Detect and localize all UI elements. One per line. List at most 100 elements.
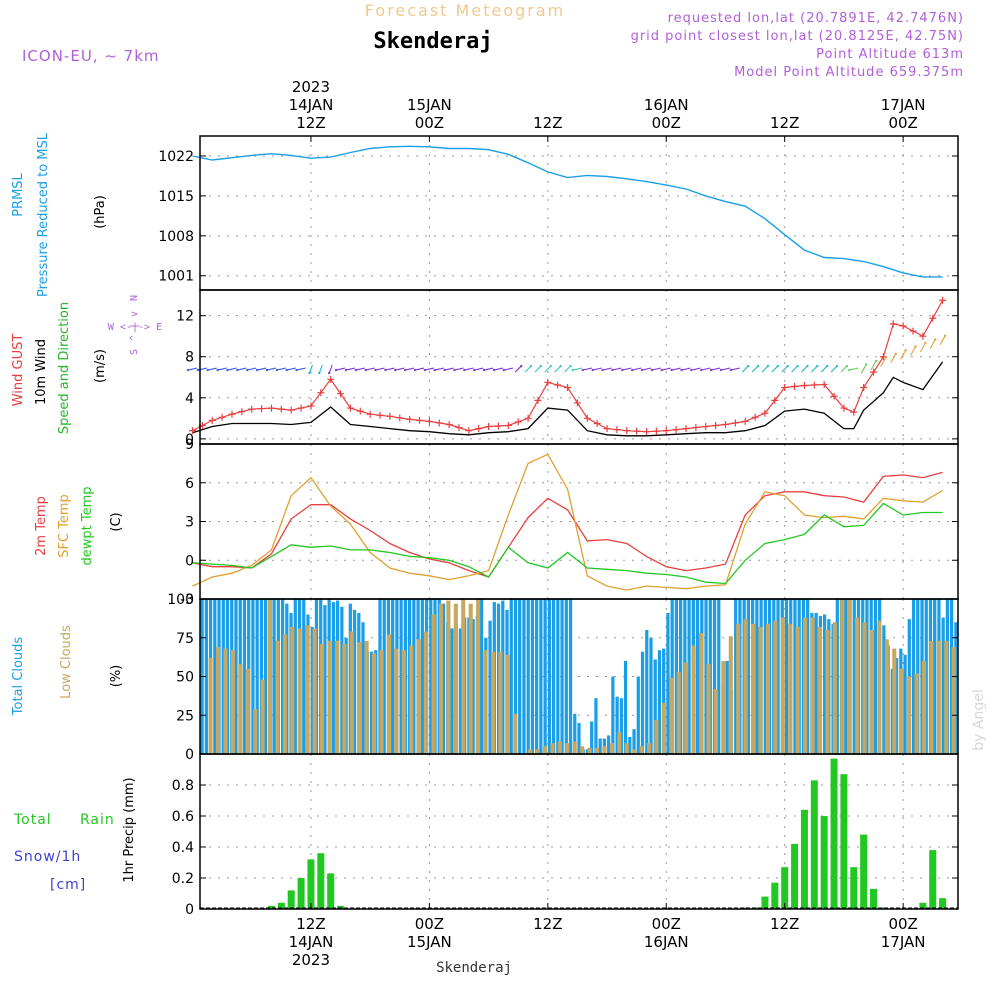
total-cloud-bar [784, 599, 789, 754]
grid-point-coords: grid point closest lon,lat (20.8125E, 42… [631, 29, 964, 44]
total-cloud-bar [302, 599, 306, 754]
low-cloud-bar [424, 631, 429, 754]
gust-marker [889, 320, 897, 328]
total-cloud-bar [933, 599, 937, 754]
frame-layer: 100110081015102204812-30369025507510000.… [158, 78, 959, 969]
wind-10m-line [192, 361, 944, 437]
wind-direction-arrow [355, 367, 365, 371]
wind-direction-arrow [266, 367, 277, 371]
total-cloud-bar [547, 599, 551, 754]
low-cloud-bar [832, 622, 837, 754]
low-cloud-bar [869, 630, 875, 754]
total-cloud-bar [628, 736, 632, 754]
y-tick-label: 1008 [158, 229, 194, 245]
total-cloud-bar [420, 599, 424, 754]
gust-marker [327, 375, 335, 383]
wind-direction-arrow [276, 367, 286, 371]
low-cloud-bar [654, 719, 659, 754]
total-cloud-bar [704, 599, 708, 754]
wind-direction-arrowhead [776, 364, 780, 368]
wind-direction-arrowhead [621, 368, 624, 372]
total-cloud-bar [501, 600, 505, 754]
gust-marker [850, 408, 858, 416]
rain-bar [840, 774, 848, 909]
sfc-label: SFC Temp [57, 494, 72, 558]
total-cloud-bar [746, 599, 751, 754]
wind-direction-arrowhead [591, 368, 594, 372]
total-cloud-bar [526, 599, 530, 754]
wind-direction-arrow [751, 365, 759, 373]
low-cloud-bar [699, 633, 704, 754]
total-cloud-bar [950, 599, 954, 754]
total-cloud-bar [213, 599, 217, 754]
gust-marker [267, 404, 275, 412]
y-tick-label: 0.6 [172, 809, 194, 825]
top-time-label: 2023 [292, 78, 330, 96]
wind-direction-arrowhead [413, 368, 417, 372]
wind-direction-arrowhead [206, 368, 209, 372]
precip-unit: 1hr Precip (mm) [122, 777, 137, 882]
wind-direction-arrowhead [403, 368, 407, 372]
wind-direction-arrowhead [719, 368, 723, 372]
rain-bar [850, 867, 858, 909]
rain-bar [771, 882, 779, 909]
total-cloud-bar [535, 599, 539, 754]
total-cloud-bar [204, 599, 208, 754]
wind-direction-arrowhead [482, 368, 486, 372]
total-cloud-bar [280, 599, 285, 754]
rain-bar [317, 853, 325, 909]
low-cloud-bar [691, 645, 696, 754]
total-cloud-bar [865, 599, 869, 754]
wind-dir-label: Speed and Direction [57, 302, 72, 434]
gust-marker [929, 314, 937, 322]
total-cloud-bar [331, 602, 336, 754]
wind-direction-arrow [681, 367, 691, 371]
gust-marker [870, 368, 878, 376]
total-cloud-bar [399, 599, 403, 754]
low-cloud-bar [253, 709, 258, 754]
gust-marker [514, 418, 522, 426]
top-time-label: 15JAN [407, 96, 452, 114]
total-cloud-bar [488, 620, 492, 754]
total-cloud-bar [340, 606, 344, 754]
low-cloud-bar [728, 636, 733, 754]
wind-direction-arrowhead [729, 368, 733, 372]
low-cloud-bar [312, 628, 317, 754]
wind-direction-arrow [781, 365, 789, 373]
gust-marker [435, 419, 443, 427]
wind-direction-arrow [919, 342, 926, 353]
wind-direction-arrow [820, 365, 828, 373]
model-altitude: Model Point Altitude 659.375m [734, 65, 964, 80]
low-cloud-bar [260, 679, 265, 754]
wind-direction-arrow [730, 367, 740, 371]
gust-marker [524, 414, 532, 422]
wind-direction-arrow [870, 360, 877, 371]
total-cloud-bar [556, 599, 560, 754]
y-tick-label: 0 [185, 432, 194, 448]
low-cloud-bar [661, 702, 666, 754]
wind-direction-arrow [880, 357, 887, 367]
total-cloud-bar [543, 599, 547, 754]
total-cloud-bar [251, 599, 255, 754]
low-cloud-bar [624, 743, 629, 754]
wind-direction-arrow [582, 367, 592, 371]
low-cloud-bar [364, 640, 369, 754]
low-cloud-bar [290, 626, 295, 754]
top-time-label: 16JAN [644, 96, 689, 114]
y-tick-label: 1015 [158, 189, 194, 205]
compass-ns: ^ | v [129, 311, 140, 341]
wind-direction-arrowhead [463, 368, 466, 372]
total-cloud-bar [814, 612, 818, 754]
y-tick-label: 1001 [158, 269, 194, 285]
gust-marker [287, 406, 295, 414]
rain-bar [800, 809, 808, 909]
wind-direction-arrowhead [934, 338, 937, 341]
low-cloud-bar [944, 640, 949, 754]
wind-direction-arrow [701, 367, 711, 371]
gust-marker [494, 422, 502, 430]
y-tick-label: 25 [176, 708, 194, 724]
rain-bar [741, 907, 749, 909]
wind-direction-arrow [503, 367, 513, 371]
wind-direction-arrow [414, 367, 425, 371]
wind-direction-arrow [514, 365, 522, 373]
